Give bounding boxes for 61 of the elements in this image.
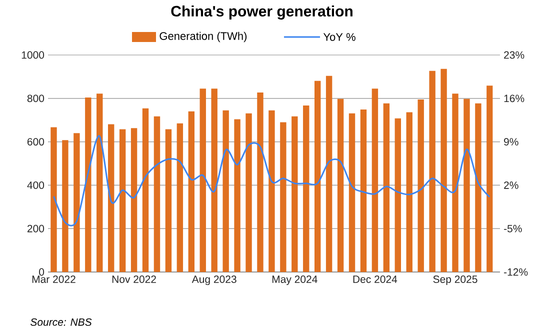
bar (303, 106, 310, 272)
bar (486, 86, 493, 272)
bar (154, 116, 160, 272)
bar (234, 119, 240, 272)
bar (119, 129, 126, 272)
bar (268, 110, 275, 272)
bar (452, 94, 458, 272)
bar (188, 111, 194, 272)
bar (292, 116, 298, 272)
y-tick-label: 400 (27, 181, 44, 189)
source-note: Source: NBS (30, 318, 92, 326)
bar (222, 110, 229, 272)
bar (348, 113, 356, 272)
y-tick-label: 600 (27, 138, 44, 146)
bar (74, 133, 80, 272)
y2-tick-label: -5% (504, 224, 522, 232)
x-tick-label: Dec 2024 (353, 276, 398, 283)
bar (62, 140, 68, 272)
bar (165, 129, 172, 272)
x-tick-label: Sep 2025 (433, 276, 478, 286)
bar (372, 88, 378, 272)
bar (360, 109, 367, 272)
bar (418, 99, 424, 272)
x-tick-label: Aug 2023 (192, 276, 236, 286)
bar (246, 113, 252, 272)
bar (314, 80, 321, 272)
legend-label: YoY % (323, 33, 356, 41)
bar (142, 108, 149, 272)
bar (50, 127, 57, 272)
bar (406, 112, 412, 272)
y-tick-label: 0 (39, 268, 44, 276)
bar (108, 124, 114, 272)
bar (200, 88, 206, 272)
y2-tick-label: 23% (504, 51, 524, 59)
y-tick-label: 1000 (22, 51, 44, 59)
bar (257, 92, 264, 272)
legend-label: Generation (TWh) (160, 32, 247, 42)
bar (337, 98, 344, 272)
bar (130, 128, 138, 272)
bar (211, 88, 218, 272)
y-tick-label: 800 (27, 94, 44, 102)
bar (440, 68, 447, 272)
bar (383, 103, 390, 272)
bar (280, 122, 286, 272)
x-tick-label: Mar 2022 (32, 276, 76, 283)
bar (326, 76, 332, 272)
chart-title: China's power generation (171, 6, 352, 20)
y2-tick-label: 9% (504, 138, 518, 146)
y2-tick-label: -12% (504, 268, 528, 276)
bar (394, 118, 401, 272)
y2-tick-label: 16% (504, 94, 524, 102)
bar (85, 98, 92, 272)
x-tick-label: Nov 2022 (112, 276, 156, 283)
y-tick-label: 200 (27, 224, 44, 232)
y2-tick-label: 2% (504, 182, 518, 189)
bar (176, 123, 184, 272)
bar (464, 98, 470, 272)
bar (475, 103, 482, 272)
x-tick-label: May 2024 (272, 276, 318, 286)
bar (96, 94, 103, 272)
bar (429, 70, 436, 272)
